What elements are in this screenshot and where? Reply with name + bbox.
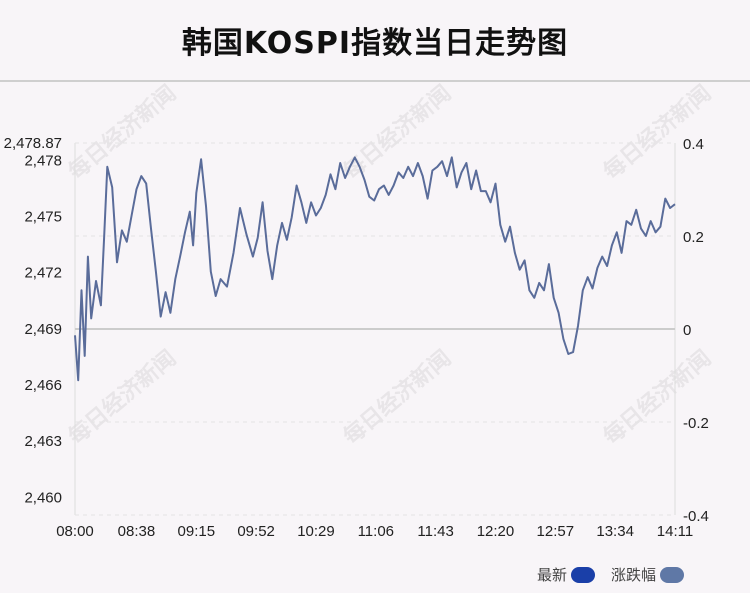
y-right-tick-label: 0 [683,322,691,339]
y-right-tick-label: 0.4 [683,136,704,153]
y-right-tick-label: -0.2 [683,415,709,432]
legend-swatch [570,566,595,583]
x-tick-label: 12:20 [477,523,515,540]
kospi-series-line [74,156,676,382]
x-tick-label: 08:00 [56,523,94,540]
x-tick-label: 11:43 [417,523,453,540]
legend-item[interactable]: 涨跌幅 [611,564,684,585]
y-axis-left: 2,460 2,463 2,466 2,469 2,472 2,475 2,4782,478… [4,135,62,506]
x-tick-label: 10:29 [297,523,335,540]
x-tick-label: 13:34 [596,523,634,540]
y-left-max-label: 2,478.87 [4,135,62,152]
x-tick-label: 12:57 [537,523,575,540]
y-right-tick-label: 0.2 [683,229,704,246]
y-axis-right: -0.4 -0.2 0 0.2 0.4 [683,136,709,525]
legend-item[interactable]: 最新 [537,564,595,585]
y-left-tick-label: 2,472 [24,265,62,282]
y-left-tick-label: 2,463 [24,433,62,450]
legend-label: 最新 [536,566,567,584]
x-tick-label: 14:11 [657,523,693,540]
y-left-tick-label: 2,466 [24,377,62,394]
y-left-tick-label: 2,475 [24,208,62,225]
legend-swatch [660,566,684,583]
y-left-tick-label: 2,469 [24,321,62,338]
legend: 最新 涨跌幅 [537,564,684,585]
x-tick-label: 08:38 [118,523,156,540]
x-tick-label: 09:52 [237,523,275,540]
x-tick-label: 11:06 [358,523,394,540]
legend-label: 涨跌幅 [610,566,656,584]
plot-area [74,156,676,382]
chart-title: 韩国KOSPI指数当日走势图 [181,26,569,61]
title-divider [0,80,750,82]
y-right-tick-label: -0.4 [683,508,709,525]
y-left-tick-label: 2,478 [24,152,62,169]
y-left-tick-label: 2,460 [24,489,62,506]
x-tick-label: 09:15 [178,523,216,540]
x-axis: 08:00 08:38 09:15 09:52 10:29 11:06 11:43 12:20… [56,523,693,540]
